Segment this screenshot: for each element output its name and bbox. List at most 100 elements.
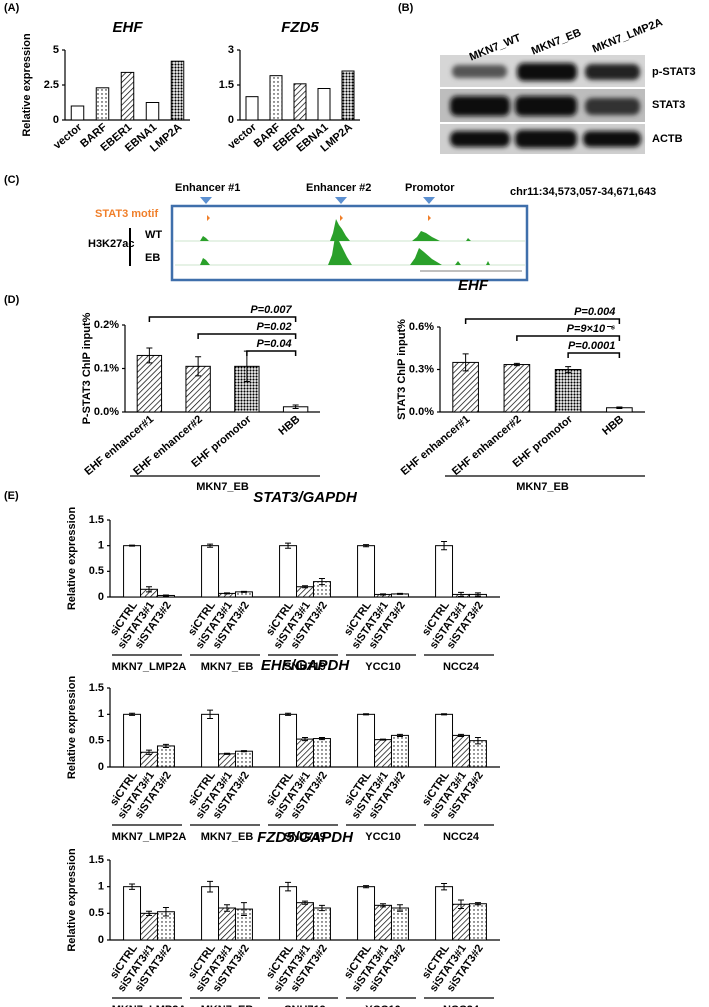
y-axis-label: Relative expression [66, 676, 78, 780]
western-blot: MKN7_WT MKN7_EB MKN7_LMP2A p-STAT3 STAT3… [440, 16, 696, 154]
error-bar [302, 737, 308, 742]
y-tick-label: 1.5 [89, 514, 104, 526]
group-label: MKN7_EB [201, 1004, 254, 1007]
y-axis-label: P-STAT3 ChIP input% [81, 312, 93, 424]
bar [357, 713, 376, 768]
bar [468, 903, 487, 941]
bar [312, 907, 331, 941]
bar [435, 713, 454, 768]
bar [123, 545, 142, 598]
group-label: YCC10 [365, 1004, 400, 1007]
bar [357, 886, 376, 941]
bar [317, 88, 331, 121]
group-label: MKN7_LMP2A [112, 831, 187, 843]
group-label: MKN7_EB [201, 831, 254, 843]
error-bar [318, 904, 325, 912]
significance-bracket [148, 316, 297, 322]
motif-label: STAT3 motif [95, 208, 158, 220]
error-bar [380, 738, 386, 741]
error-bar [462, 353, 469, 372]
group-label: NCC24 [443, 661, 480, 673]
y-axis-label: Relative expression [21, 33, 33, 137]
chart-title: EHF [113, 19, 144, 36]
bar [95, 87, 110, 121]
group-label: MKN7_EB [516, 481, 569, 493]
bar [296, 738, 314, 768]
y-tick-label: 0 [53, 114, 59, 126]
bar [123, 713, 142, 768]
chart-title: EHF/GAPDH [261, 657, 351, 674]
error-bar [565, 366, 572, 373]
group-label: MKN7_EB [196, 481, 249, 493]
blot-column-label: MKN7_LMP2A [591, 16, 665, 55]
bar [218, 753, 236, 768]
error-bar [240, 750, 247, 753]
error-bar [363, 713, 370, 716]
group-label: NCC24 [443, 1004, 480, 1007]
region-label: chr11:34,573,057-34,671,643 [510, 186, 656, 198]
panel-label: (A) [4, 2, 20, 14]
bar [136, 354, 163, 413]
y-tick-label: 1 [98, 540, 104, 552]
bar [120, 71, 135, 121]
error-bar [129, 883, 136, 890]
y-tick-label: 3 [228, 44, 234, 56]
significance-bracket [246, 350, 297, 356]
error-bar [146, 749, 152, 755]
error-bar [224, 592, 230, 595]
bar [503, 364, 531, 413]
p-value: P=0.0001 [568, 340, 615, 352]
error-bar [224, 752, 230, 755]
error-bar [162, 906, 169, 917]
bar [140, 912, 158, 941]
y-tick-label: 0.5 [89, 735, 104, 747]
error-bar [474, 592, 481, 597]
bar [145, 102, 160, 121]
bar [279, 545, 298, 598]
error-bar [380, 903, 386, 908]
blot-row-label: STAT3 [652, 99, 685, 111]
bar [201, 886, 220, 941]
y-tick-label: 2.5 [44, 79, 59, 91]
error-bar [458, 733, 464, 737]
group-label: NCC24 [443, 831, 480, 843]
error-bar [129, 544, 136, 547]
blot-row-label: p-STAT3 [652, 66, 696, 78]
error-bar [441, 713, 448, 716]
panel-label: (B) [398, 2, 414, 14]
bar [296, 902, 314, 941]
bar [435, 886, 454, 941]
bar [70, 105, 85, 121]
bar [554, 369, 582, 413]
error-bar [441, 541, 448, 551]
error-bar [441, 882, 448, 891]
bar [234, 750, 253, 768]
error-bar [207, 543, 214, 548]
error-bar [380, 593, 386, 596]
group-label: MKN7_LMP2A [112, 1004, 187, 1007]
error-bar [474, 902, 481, 906]
bar [357, 545, 376, 598]
error-bar [458, 899, 464, 910]
x-tick-label: HBB [600, 413, 626, 438]
p-value: P=0.04 [256, 338, 291, 350]
chart-title: FZD5/GAPDH [257, 829, 354, 846]
bar [312, 738, 331, 768]
y-tick-label: 1.5 [89, 682, 104, 694]
error-bar [363, 544, 370, 548]
significance-bracket [567, 352, 621, 358]
error-bar [207, 880, 214, 893]
y-tick-label: 1.5 [89, 854, 104, 866]
panel-label: (E) [4, 490, 19, 502]
p-value: P=0.02 [256, 321, 291, 333]
y-tick-label: 1 [98, 708, 104, 720]
y-axis-label: Relative expression [66, 848, 78, 952]
error-bar [162, 594, 169, 597]
y-tick-label: 0 [98, 591, 104, 603]
genome-track: Enhancer #1 Enhancer #2 Promotor chr11:3… [88, 182, 656, 294]
bar [452, 734, 470, 768]
y-axis-label: Relative expression [66, 507, 78, 611]
bar [374, 739, 392, 768]
group-label: MKN7_LMP2A [112, 661, 187, 673]
